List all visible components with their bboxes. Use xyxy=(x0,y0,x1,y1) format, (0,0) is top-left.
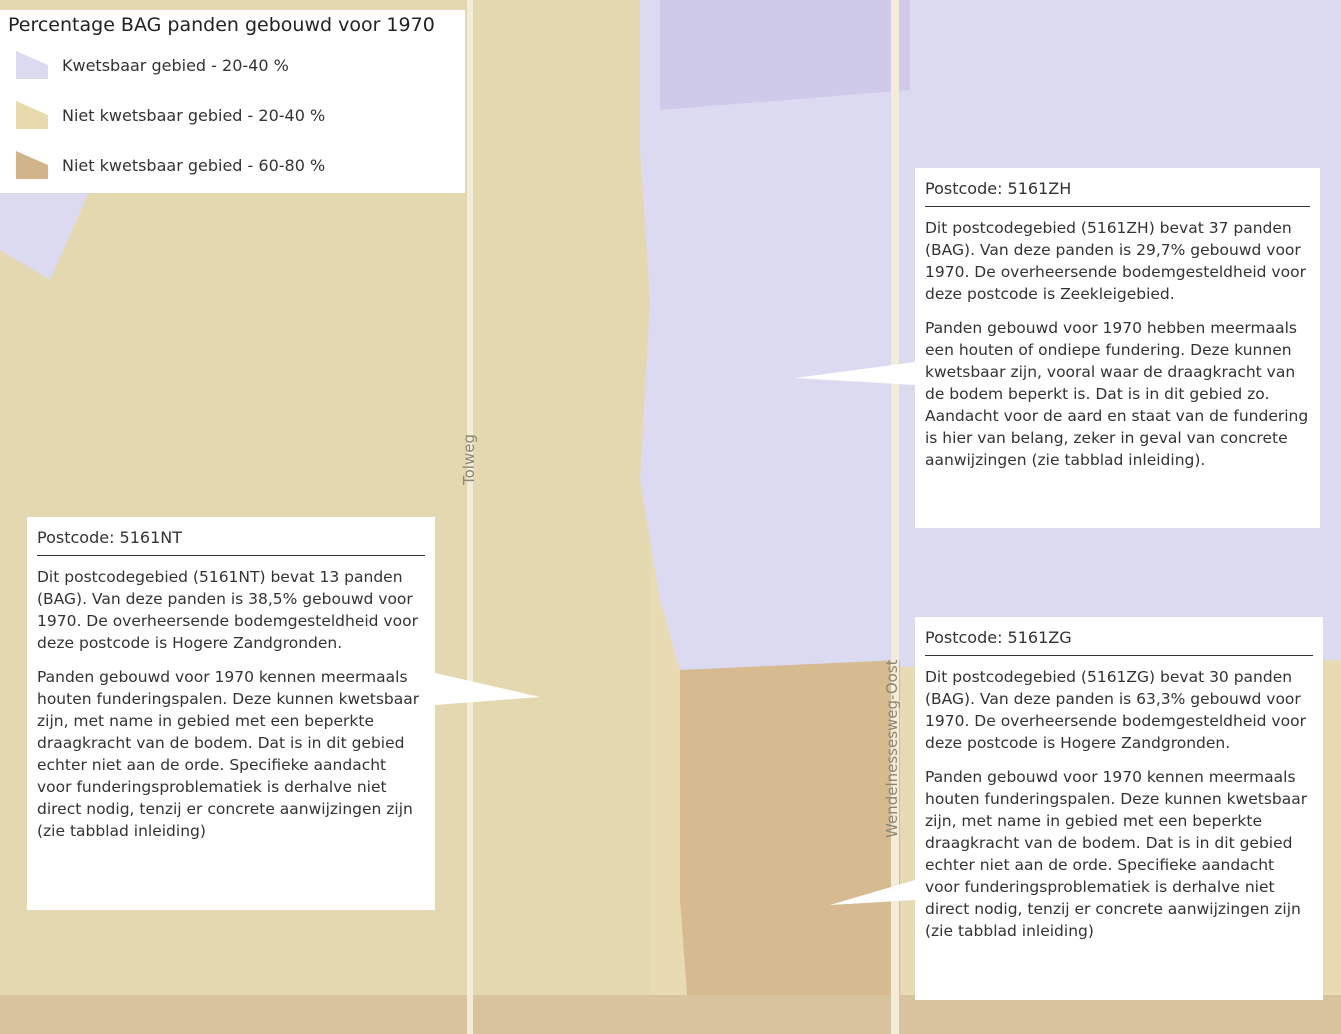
popup-text: Panden gebouwd voor 1970 kennen meermaal… xyxy=(925,768,1308,940)
popup: Postcode: 5161NT Dit postcodegebied (5161… xyxy=(27,517,435,910)
swatch-shape xyxy=(16,101,48,129)
popup-title: Postcode: 5161ZH xyxy=(925,178,1310,207)
popup-text: Panden gebouwd voor 1970 kennen meermaal… xyxy=(37,668,420,840)
old-area xyxy=(680,660,900,1034)
swatch-shape xyxy=(16,151,48,179)
popup-title: Postcode: 5161ZG xyxy=(925,627,1313,656)
vulnerable-area-left xyxy=(0,190,90,280)
swatch-shape xyxy=(16,51,48,79)
legend-item: Kwetsbaar gebied - 20-40 % xyxy=(0,40,465,90)
legend-label: Niet kwetsbaar gebied - 20-40 % xyxy=(62,105,326,125)
pointer xyxy=(795,362,915,385)
vulnerable-area-dark xyxy=(660,0,910,110)
legend-swatch xyxy=(16,151,48,179)
legend-item: Niet kwetsbaar gebied - 60-80 % xyxy=(0,140,465,190)
legend-label: Kwetsbaar gebied - 20-40 % xyxy=(62,55,289,75)
legend-item: Niet kwetsbaar gebied - 20-40 % xyxy=(0,90,465,140)
popup-text: Panden gebouwd voor 1970 hebben meermaal… xyxy=(925,319,1309,469)
legend-label: Niet kwetsbaar gebied - 60-80 % xyxy=(62,155,326,175)
popup: Postcode: 5161ZG Dit postcodegebied (5161… xyxy=(915,617,1323,1000)
legend: Percentage BAG panden gebouwd voor 1970 … xyxy=(0,10,465,193)
legend-title: Percentage BAG panden gebouwd voor 1970 xyxy=(8,14,435,36)
popup-text: Dit postcodegebied (5161NT) bevat 13 pan… xyxy=(37,568,418,652)
pointer xyxy=(830,880,915,905)
popup-title: Postcode: 5161NT xyxy=(37,527,425,556)
pointer xyxy=(435,673,540,705)
road-label: Wendelnessesweg-Oost xyxy=(883,659,901,838)
popup-text: Dit postcodegebied (5161ZG) bevat 30 pan… xyxy=(925,668,1306,752)
road-label: Tolweg xyxy=(460,434,478,485)
legend-swatch xyxy=(16,101,48,129)
popup: Postcode: 5161ZH Dit postcodegebied (5161… xyxy=(915,168,1320,528)
popup-text: Dit postcodegebied (5161ZH) bevat 37 pan… xyxy=(925,219,1306,303)
legend-swatch xyxy=(16,51,48,79)
bottom-strip xyxy=(0,995,1341,1034)
